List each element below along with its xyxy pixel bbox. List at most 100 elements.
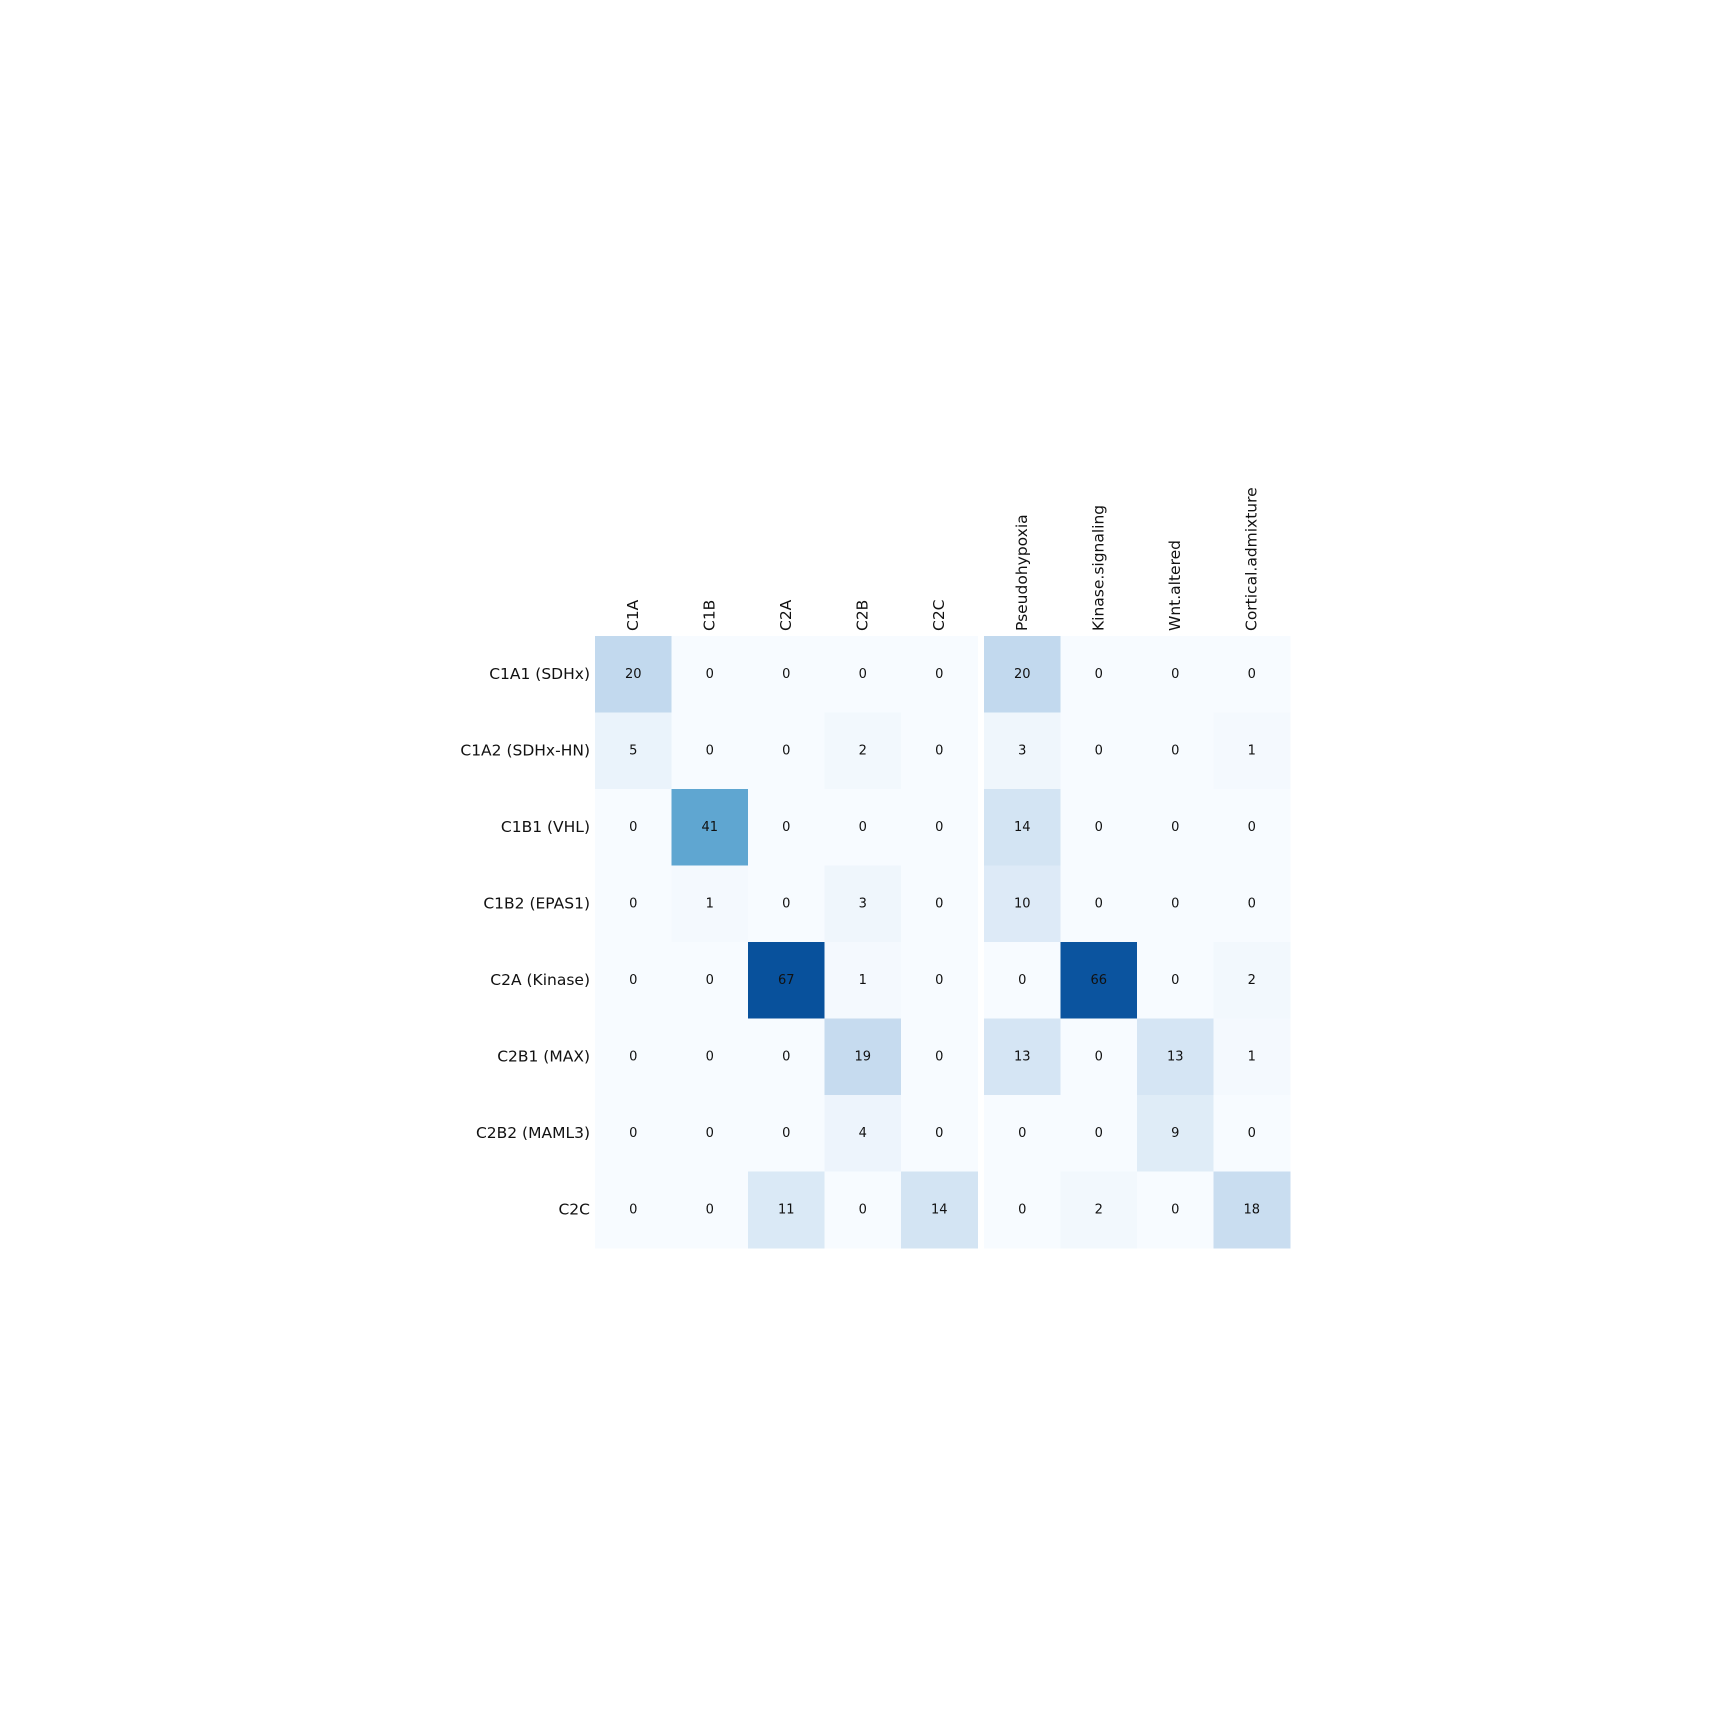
row-label: C1B1 (VHL) [501,818,590,836]
heatmap-cell [595,942,672,1019]
heatmap-cell [1137,636,1214,713]
heatmap-cell [1060,942,1138,1019]
heatmap-cell [1137,1171,1214,1249]
heatmap-cell [1060,865,1138,943]
cell-value-label: 0 [629,1126,637,1141]
row-label: C1A1 (SDHx) [489,665,590,683]
heatmap-cell [984,865,1061,943]
column-label: Pseudohypoxia [1013,514,1031,631]
heatmap-cell [824,1171,902,1249]
heatmap-cell [1060,789,1138,866]
heatmap-cell [901,712,978,790]
heatmap-cell [671,712,749,790]
cell-value-label: 0 [782,820,790,835]
cell-value-label: 0 [859,1202,867,1217]
cell-value-label: 0 [1018,973,1026,988]
cell-value-label: 0 [1248,1126,1256,1141]
heatmap-cell [1213,865,1291,943]
cell-value-label: 0 [935,1126,943,1141]
heatmap-cell [1213,1018,1291,1096]
heatmap-cell [1213,789,1291,866]
heatmap-cell [1213,1095,1291,1172]
cell-value-label: 0 [859,667,867,682]
heatmap-group-1: 20 0 0 0 05 0 0 2 00 41 0 0 00 1 0 3 00 0 67 1 00 0 0 19 00 0 0 4 00… [595,599,978,1249]
heatmap-cell [671,789,749,866]
heatmap-cell [748,636,825,713]
column-label: Wnt.altered [1166,540,1184,631]
heatmap-cell [1060,1018,1138,1096]
cell-value-label: 0 [1248,820,1256,835]
cell-value-label: 14 [931,1202,948,1217]
row-label: C2C [558,1200,590,1218]
heatmap-cell [671,942,749,1019]
heatmap-cell [595,712,672,790]
cell-value-label: 0 [1095,1126,1103,1141]
heatmap-cell [671,1018,749,1096]
cell-value-label: 0 [1095,743,1103,758]
cell-value-label: 0 [629,973,637,988]
heatmap-cell [984,789,1061,866]
cell-value-label: 0 [1095,896,1103,911]
heatmap-cell [1137,865,1214,943]
heatmap-cell [1060,712,1138,790]
cell-value-label: 1 [859,973,867,988]
cell-value-label: 2 [1248,973,1256,988]
heatmap-groups: 20 0 0 0 05 0 0 2 00 41 0 0 00 1 0 3 00 0 67 1 00 0 0 19 00 0 0 4 00… [595,487,1291,1249]
row-label: C1A2 (SDHx-HN) [460,741,590,759]
heatmap-cell [595,1171,672,1249]
heatmap-cell [595,1018,672,1096]
heatmap-cell [984,1095,1061,1172]
cell-value-label: 5 [629,743,637,758]
heatmap-cell [901,789,978,866]
cell-value-label: 0 [935,743,943,758]
heatmap-cell [595,865,672,943]
cell-value-label: 0 [629,1049,637,1064]
heatmap-cell [984,1171,1061,1249]
heatmap-cell [1060,1171,1138,1249]
cell-value-label: 0 [629,896,637,911]
cell-value-label: 0 [782,743,790,758]
cell-value-label: 0 [782,1126,790,1141]
cell-value-label: 0 [935,820,943,835]
row-label: C2A (Kinase) [490,971,590,989]
row-label: C1B2 (EPAS1) [483,894,590,912]
cell-value-label: 41 [701,820,718,835]
cell-value-label: 20 [625,667,642,682]
heatmap-cell [595,636,672,713]
cell-value-label: 0 [1248,896,1256,911]
cell-value-label: 18 [1243,1202,1260,1217]
heatmap-cell [824,865,902,943]
heatmap-cell [901,942,978,1019]
cell-value-label: 0 [1171,743,1179,758]
heatmap-cell [1137,712,1214,790]
cell-value-label: 0 [706,667,714,682]
heatmap-cell [984,712,1061,790]
heatmap-cell [671,865,749,943]
cell-value-label: 19 [854,1049,871,1064]
column-label: C2A [777,599,795,631]
heatmap-cell [901,1171,978,1249]
cell-value-label: 0 [1171,667,1179,682]
heatmap-cell [984,1018,1061,1096]
heatmap-cell [748,942,825,1019]
heatmap-cell [1213,636,1291,713]
heatmap-cell [1213,942,1291,1019]
cell-value-label: 0 [782,896,790,911]
heatmap-cell [1137,1095,1214,1172]
cell-value-label: 0 [1171,820,1179,835]
cell-value-label: 10 [1014,896,1031,911]
cell-value-label: 1 [1248,1049,1256,1064]
heatmap-cell [824,1018,902,1096]
cell-value-label: 0 [1018,1202,1026,1217]
heatmap-cell [748,1171,825,1249]
cell-value-label: 1 [1248,743,1256,758]
heatmap-cell [1137,942,1214,1019]
column-label: C2B [853,600,871,631]
heatmap-group-2: 20 0 0 03 0 0 114 0 0 010 0 0 00 66 0 213 0 13 10 0 9 00 2 0 18P… [984,487,1291,1249]
column-label: C1A [624,599,642,631]
heatmap-cell [901,1095,978,1172]
cell-value-label: 67 [778,973,795,988]
cell-value-label: 0 [1248,667,1256,682]
cell-value-label: 0 [935,667,943,682]
